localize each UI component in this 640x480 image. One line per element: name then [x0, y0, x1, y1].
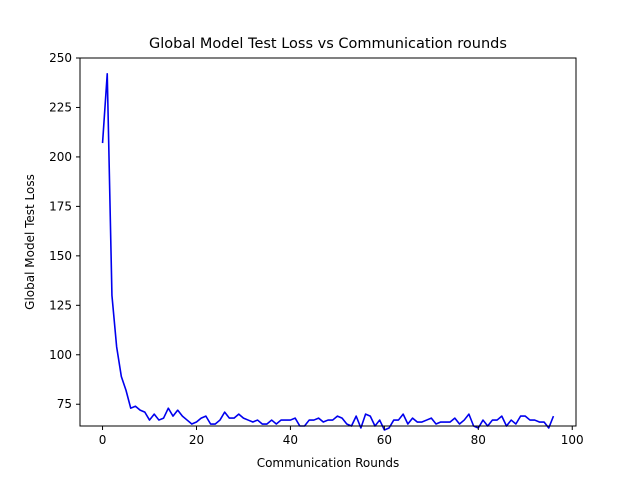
chart-title: Global Model Test Loss vs Communication … [149, 36, 507, 52]
y-axis: 75 100 125 150 175 200 225 250 [49, 51, 80, 411]
x-tick-label: 60 [377, 433, 392, 447]
x-tick-label: 20 [189, 433, 204, 447]
plot-frame [79, 57, 577, 427]
x-tick-label: 0 [99, 433, 107, 447]
y-tick-label: 225 [49, 100, 72, 114]
y-tick-label: 100 [49, 348, 72, 362]
y-tick-label: 250 [49, 51, 72, 65]
x-tick-label: 40 [283, 433, 298, 447]
x-tick-label: 80 [471, 433, 486, 447]
y-tick-label: 150 [49, 249, 72, 263]
x-axis-label: Communication Rounds [257, 456, 400, 470]
x-axis: 0 20 40 60 80 100 [99, 426, 584, 447]
y-tick-label: 200 [49, 150, 72, 164]
y-tick-label: 175 [49, 199, 72, 213]
x-tick-label: 100 [561, 433, 584, 447]
y-axis-label: Global Model Test Loss [23, 174, 37, 310]
y-tick-label: 75 [57, 397, 72, 411]
y-tick-label: 125 [49, 298, 72, 312]
